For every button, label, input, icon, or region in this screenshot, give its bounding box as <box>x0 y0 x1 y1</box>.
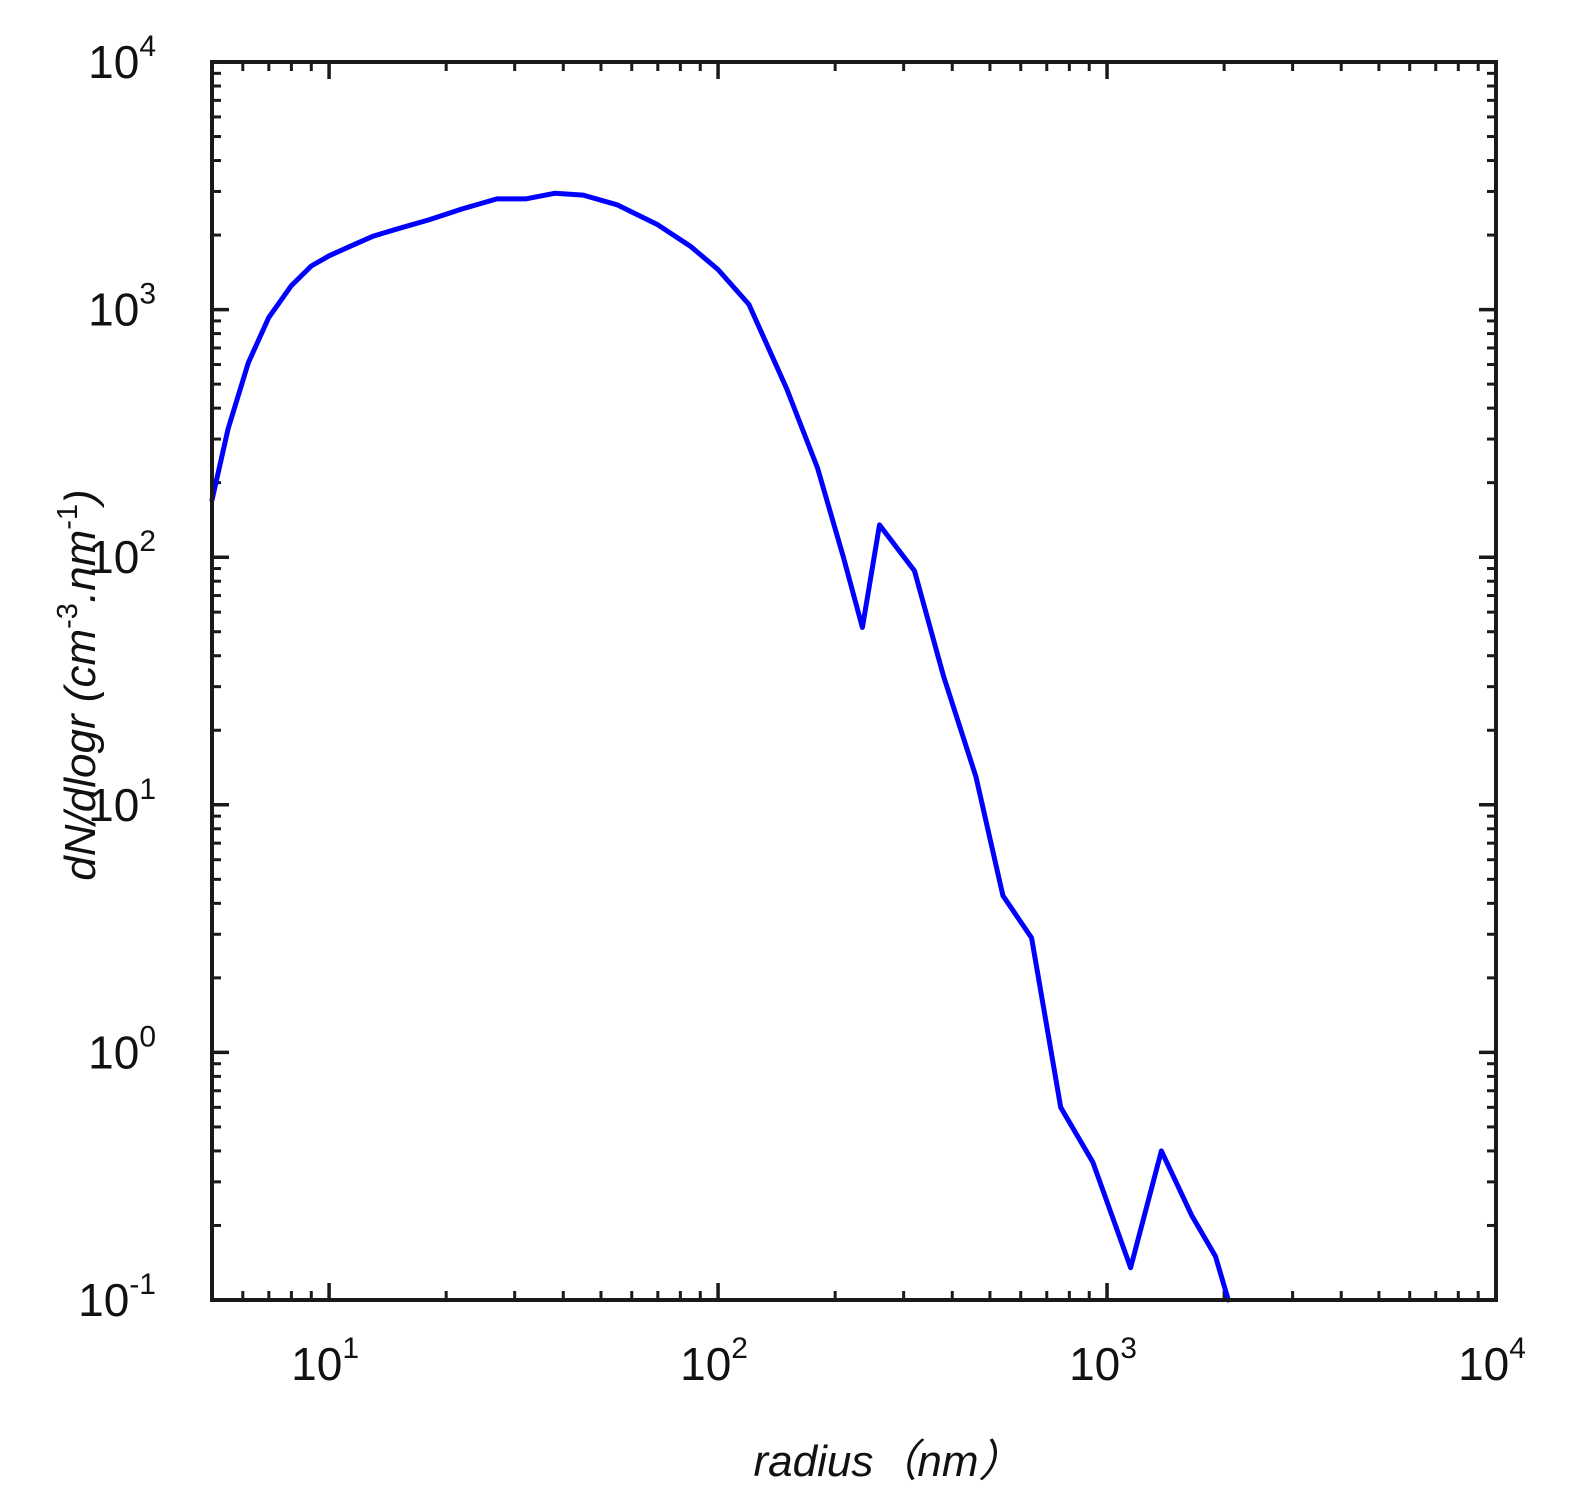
y-axis-label-exp1: -3 <box>52 603 84 629</box>
x-tick-label: 101 <box>291 1332 359 1390</box>
y-axis-label-main: dN/dlogr (cm <box>56 629 105 881</box>
x-tick-label: 102 <box>680 1332 748 1390</box>
x-axis-label: radius（nm） <box>754 1437 1023 1486</box>
series-line <box>209 190 1231 1303</box>
x-tick-labels: 101 102 103 104 <box>291 1332 1526 1390</box>
y-axis-label-close: ) <box>56 489 105 509</box>
y-tick-label: 103 <box>88 278 156 336</box>
y-tick-label: 104 <box>88 30 156 88</box>
y-tick-labels: 10-1 100 101 102 103 104 <box>78 30 156 1326</box>
x-tick-label: 103 <box>1069 1332 1137 1390</box>
y-tick-label: 101 <box>88 773 156 831</box>
y-tick-label: 102 <box>88 525 156 583</box>
major-ticks <box>212 62 1496 1300</box>
x-tick-label: 104 <box>1458 1332 1526 1390</box>
y-axis-label: dN/dlogr (cm-3.nm-1) <box>52 489 105 880</box>
y-axis-label-mid: .nm <box>56 530 105 603</box>
y-axis-label-exp2: -1 <box>52 504 84 530</box>
y-tick-label: 10-1 <box>78 1268 156 1326</box>
plot-frame <box>210 60 1498 1302</box>
y-tick-label: 100 <box>88 1020 156 1078</box>
minor-ticks <box>212 62 1496 1300</box>
